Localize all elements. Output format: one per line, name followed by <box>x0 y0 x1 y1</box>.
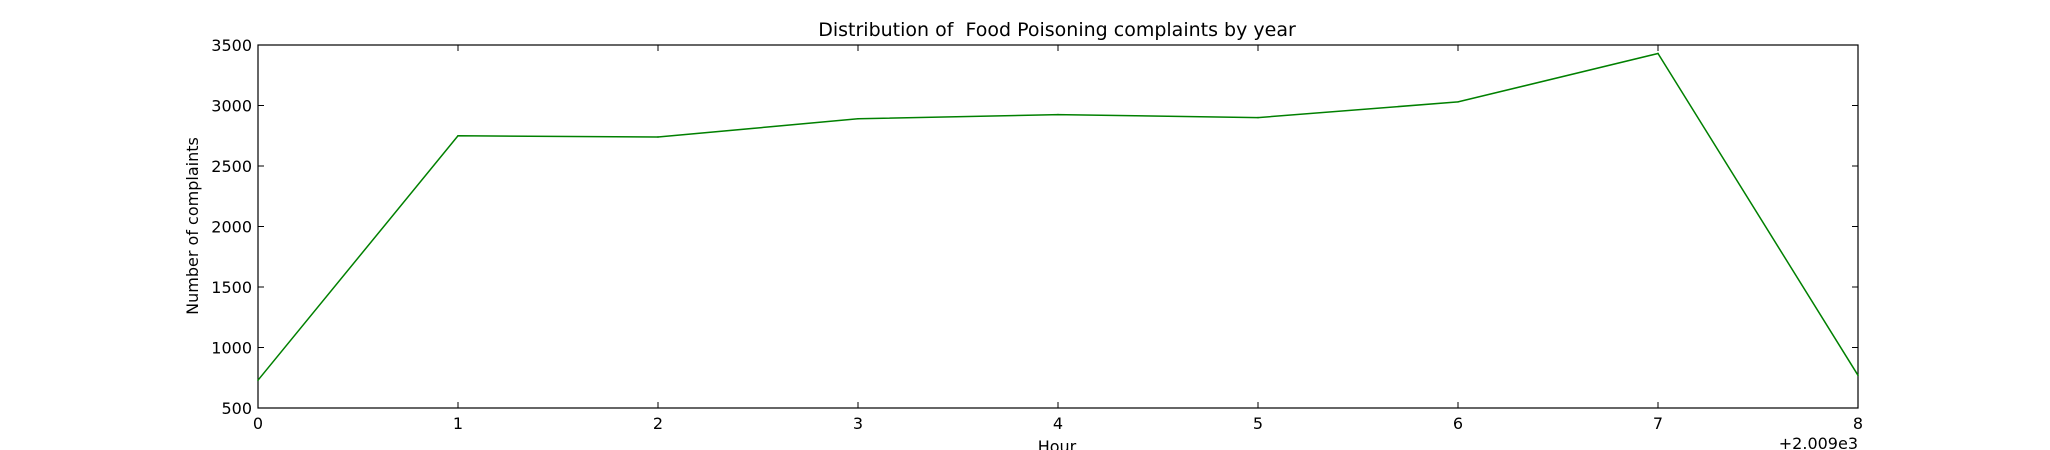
x-tick-label: 7 <box>1653 414 1663 433</box>
y-tick-label: 500 <box>221 399 252 418</box>
x-tick-label: 2 <box>653 414 663 433</box>
x-offset-label: +2.009e3 <box>1779 434 1858 450</box>
series-line <box>257 52 1859 381</box>
y-tick-label: 1000 <box>211 339 252 358</box>
data-point <box>257 379 259 381</box>
y-tick-label: 3000 <box>211 97 252 116</box>
y-tick-label: 2000 <box>211 218 252 237</box>
data-point <box>1857 374 1859 377</box>
data-point <box>1257 116 1259 119</box>
x-tick-label: 1 <box>453 414 463 433</box>
x-tick-label: 3 <box>853 414 863 433</box>
x-tick-label: 5 <box>1253 414 1263 433</box>
axis-ticks: 0 1 2 3 4 5 6 7 8 500 1000 1500 2000 2500 3000 3500 <box>211 36 1863 433</box>
data-point <box>1057 113 1059 116</box>
y-tick-label: 3500 <box>211 36 252 55</box>
plot-frame <box>257 44 1859 409</box>
chart-title: Distribution of Food Poisoning complaint… <box>818 19 1296 41</box>
y-tick-label: 1500 <box>211 278 252 297</box>
y-axis-label: Number of complaints <box>183 137 202 315</box>
x-tick-label: 4 <box>1053 414 1063 433</box>
data-point <box>1657 52 1659 55</box>
data-point <box>657 136 659 138</box>
y-tick-label: 2500 <box>211 157 252 176</box>
series-layer <box>257 52 1859 381</box>
x-tick-label: 8 <box>1853 414 1863 433</box>
x-tick-label: 0 <box>253 414 263 433</box>
plot-area: 0 1 2 3 4 5 6 7 8 500 1000 1500 2000 2500 3000 3500 <box>211 36 1863 433</box>
data-point <box>1457 101 1459 103</box>
data-point <box>857 118 859 120</box>
x-tick-label: 6 <box>1453 414 1463 433</box>
data-point <box>457 134 459 137</box>
x-axis-label: Hour <box>1038 437 1077 450</box>
